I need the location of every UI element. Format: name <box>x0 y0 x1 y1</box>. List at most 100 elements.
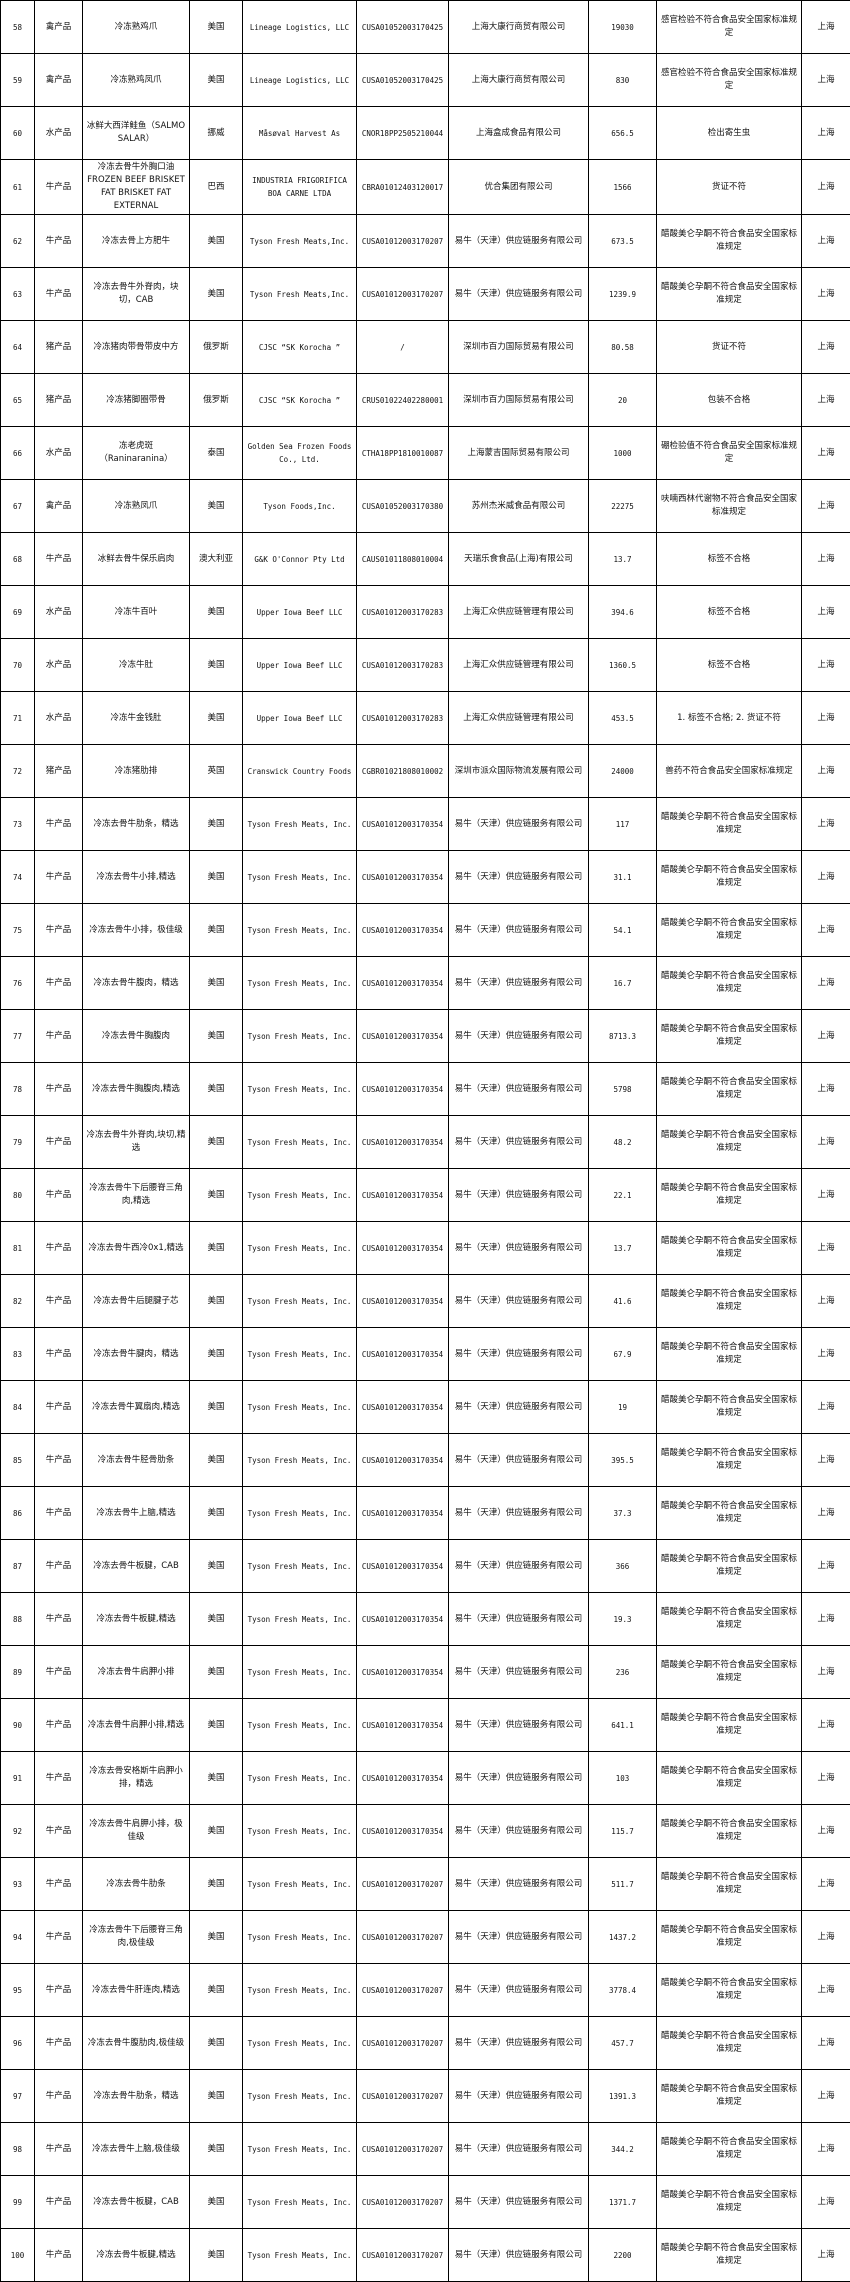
importer-cell: 苏州杰米威食品有限公司 <box>449 480 589 533</box>
origin-country-cell: 美国 <box>190 54 243 107</box>
row-number-cell: 77 <box>1 1010 35 1063</box>
importer-cell: 易牛（天津）供应链服务有限公司 <box>449 1699 589 1752</box>
registration-number-cell: CUSA01012003170354 <box>357 1063 449 1116</box>
rejection-reason-cell: 包装不合格 <box>657 374 802 427</box>
rejection-reason-cell: 呋喃西林代谢物不符合食品安全国家标准规定 <box>657 480 802 533</box>
rejection-reason-cell: 醋酸美仑孕酮不符合食品安全国家标准规定 <box>657 1434 802 1487</box>
quantity-cell: 13.7 <box>589 533 657 586</box>
registration-number-cell: CUSA01012003170354 <box>357 1593 449 1646</box>
product-category-cell: 牛产品 <box>35 904 83 957</box>
product-category-cell: 牛产品 <box>35 1328 83 1381</box>
row-number-cell: 95 <box>1 1964 35 2017</box>
quantity-cell: 344.2 <box>589 2123 657 2176</box>
port-cell: 上海 <box>802 54 850 107</box>
origin-country-cell: 美国 <box>190 851 243 904</box>
product-category-cell: 牛产品 <box>35 957 83 1010</box>
origin-country-cell: 美国 <box>190 586 243 639</box>
product-category-cell: 牛产品 <box>35 1381 83 1434</box>
rejection-reason-cell: 醋酸美仑孕酮不符合食品安全国家标准规定 <box>657 1275 802 1328</box>
product-category-cell: 牛产品 <box>35 1434 83 1487</box>
port-cell: 上海 <box>802 268 850 321</box>
importer-cell: 上海大康行商贸有限公司 <box>449 54 589 107</box>
manufacturer-cell: Lineage Logistics, LLC <box>243 54 357 107</box>
importer-cell: 易牛（天津）供应链服务有限公司 <box>449 1540 589 1593</box>
origin-country-cell: 英国 <box>190 745 243 798</box>
port-cell: 上海 <box>802 1805 850 1858</box>
quantity-cell: 641.1 <box>589 1699 657 1752</box>
row-number-cell: 71 <box>1 692 35 745</box>
row-number-cell: 83 <box>1 1328 35 1381</box>
registration-number-cell: / <box>357 321 449 374</box>
row-number-cell: 58 <box>1 1 35 54</box>
manufacturer-cell: Tyson Fresh Meats, Inc. <box>243 851 357 904</box>
registration-number-cell: CUSA01012003170354 <box>357 1699 449 1752</box>
registration-number-cell: CUSA01012003170354 <box>357 1646 449 1699</box>
row-number-cell: 85 <box>1 1434 35 1487</box>
port-cell: 上海 <box>802 2229 850 2282</box>
registration-number-cell: CUSA01012003170207 <box>357 2176 449 2229</box>
registration-number-cell: CUSA01012003170354 <box>357 1540 449 1593</box>
row-number-cell: 84 <box>1 1381 35 1434</box>
row-number-cell: 82 <box>1 1275 35 1328</box>
rejection-reason-cell: 醋酸美仑孕酮不符合食品安全国家标准规定 <box>657 904 802 957</box>
rejection-reason-cell: 醋酸美仑孕酮不符合食品安全国家标准规定 <box>657 1169 802 1222</box>
importer-cell: 易牛（天津）供应链服务有限公司 <box>449 2123 589 2176</box>
importer-cell: 易牛（天津）供应链服务有限公司 <box>449 1964 589 2017</box>
product-category-cell: 牛产品 <box>35 2176 83 2229</box>
port-cell: 上海 <box>802 107 850 160</box>
product-name-cell: 冷冻牛肚 <box>83 639 190 692</box>
product-category-cell: 牛产品 <box>35 1858 83 1911</box>
registration-number-cell: CUSA01012003170207 <box>357 215 449 268</box>
product-category-cell: 水产品 <box>35 692 83 745</box>
manufacturer-cell: Tyson Fresh Meats, Inc. <box>243 2017 357 2070</box>
rejection-reason-cell: 醋酸美仑孕酮不符合食品安全国家标准规定 <box>657 268 802 321</box>
quantity-cell: 24000 <box>589 745 657 798</box>
rejection-reason-cell: 醋酸美仑孕酮不符合食品安全国家标准规定 <box>657 1328 802 1381</box>
quantity-cell: 22275 <box>589 480 657 533</box>
product-category-cell: 牛产品 <box>35 2070 83 2123</box>
origin-country-cell: 美国 <box>190 268 243 321</box>
product-category-cell: 牛产品 <box>35 1540 83 1593</box>
product-category-cell: 猪产品 <box>35 745 83 798</box>
product-name-cell: 冷冻去骨牛下后腰脊三角肉,精选 <box>83 1169 190 1222</box>
port-cell: 上海 <box>802 160 850 215</box>
product-category-cell: 牛产品 <box>35 2123 83 2176</box>
port-cell: 上海 <box>802 2176 850 2229</box>
registration-number-cell: CUSA01012003170354 <box>357 1328 449 1381</box>
row-number-cell: 92 <box>1 1805 35 1858</box>
rejection-reason-cell: 醋酸美仑孕酮不符合食品安全国家标准规定 <box>657 215 802 268</box>
quantity-cell: 453.5 <box>589 692 657 745</box>
manufacturer-cell: Tyson Fresh Meats, Inc. <box>243 1487 357 1540</box>
row-number-cell: 64 <box>1 321 35 374</box>
registration-number-cell: CUSA01012003170207 <box>357 2123 449 2176</box>
product-name-cell: 冷冻牛百叶 <box>83 586 190 639</box>
quantity-cell: 20 <box>589 374 657 427</box>
registration-number-cell: CNOR18PP2505210044 <box>357 107 449 160</box>
row-number-cell: 86 <box>1 1487 35 1540</box>
product-name-cell: 冷冻去骨牛肩胛小排 <box>83 1646 190 1699</box>
row-number-cell: 62 <box>1 215 35 268</box>
registration-number-cell: CUSA01012003170207 <box>357 2017 449 2070</box>
port-cell: 上海 <box>802 692 850 745</box>
manufacturer-cell: Tyson Fresh Meats, Inc. <box>243 1593 357 1646</box>
registration-number-cell: CUSA01012003170354 <box>357 851 449 904</box>
quantity-cell: 2200 <box>589 2229 657 2282</box>
manufacturer-cell: Tyson Fresh Meats,Inc. <box>243 268 357 321</box>
importer-cell: 上海汇众供应链管理有限公司 <box>449 692 589 745</box>
quantity-cell: 31.1 <box>589 851 657 904</box>
registration-number-cell: CUSA01012003170354 <box>357 1116 449 1169</box>
registration-number-cell: CBRA01012403120017 <box>357 160 449 215</box>
importer-cell: 易牛（天津）供应链服务有限公司 <box>449 215 589 268</box>
origin-country-cell: 美国 <box>190 1540 243 1593</box>
quantity-cell: 80.58 <box>589 321 657 374</box>
product-name-cell: 冷冻去骨牛板腱，CAB <box>83 1540 190 1593</box>
product-name-cell: 冷冻去骨牛后腿腱子芯 <box>83 1275 190 1328</box>
product-name-cell: 冷冻去骨安格斯牛肩胛小排，精选 <box>83 1752 190 1805</box>
manufacturer-cell: Tyson Fresh Meats, Inc. <box>243 1010 357 1063</box>
rejection-reason-cell: 货证不符 <box>657 321 802 374</box>
